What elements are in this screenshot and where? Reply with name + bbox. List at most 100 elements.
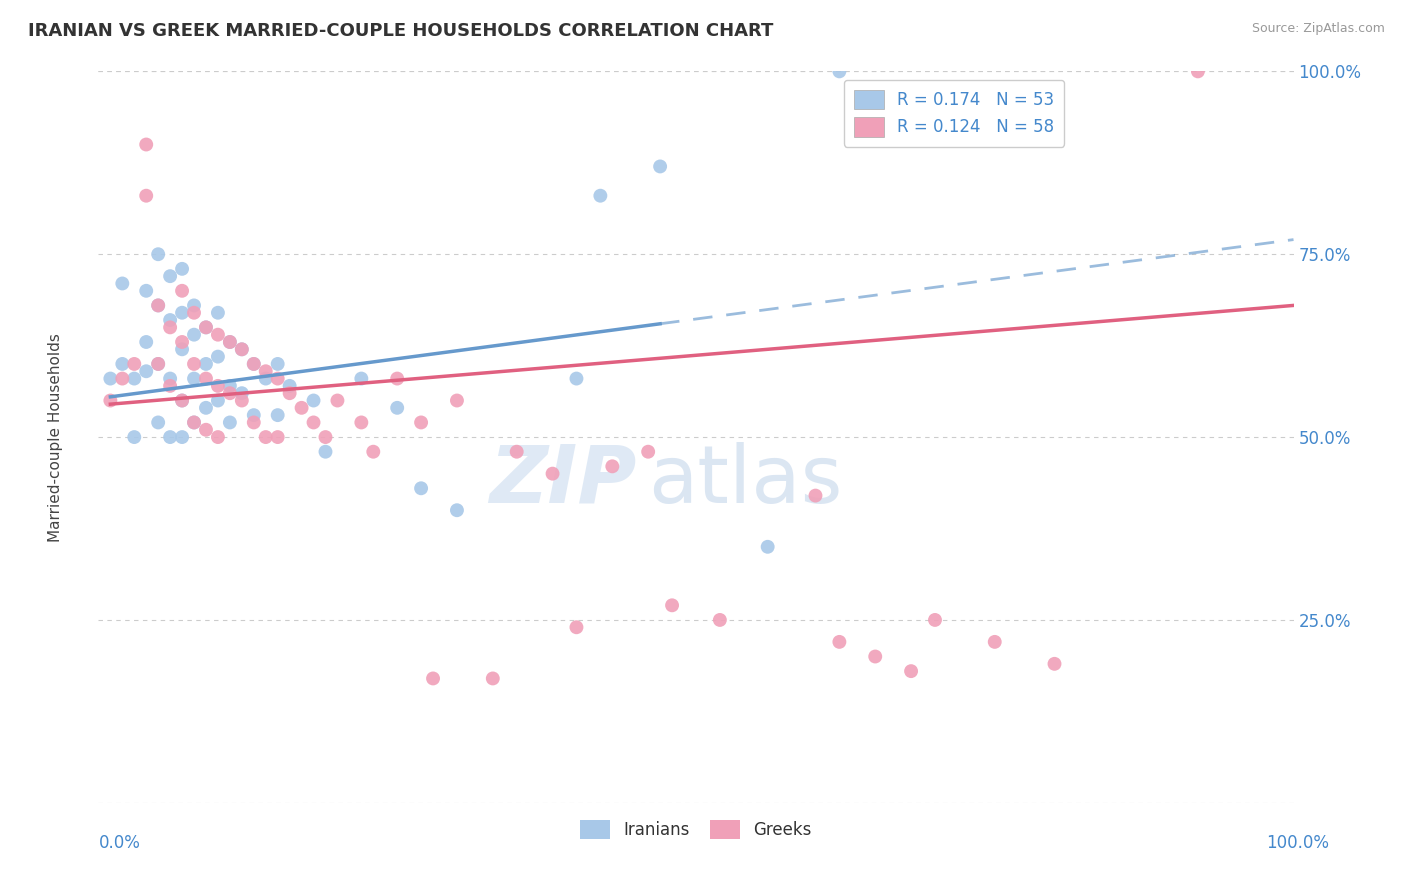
Point [172,430,194,444]
Point [172,284,194,298]
Point [172,261,194,276]
Point [648,160,672,174]
Point [207,306,229,320]
Point [195,320,218,334]
Point [302,416,325,430]
Point [254,430,277,444]
Point [148,357,170,371]
Point [291,401,314,415]
Point [446,503,468,517]
Point [411,481,433,495]
Point [589,188,612,202]
Point [231,343,253,357]
Point [207,327,229,342]
Point [148,416,170,430]
Point [159,269,181,284]
Point [219,416,242,430]
Point [541,467,564,481]
Point [243,416,266,430]
Point [267,430,290,444]
Point [481,672,505,686]
Point [148,298,170,312]
Point [804,489,827,503]
Point [267,371,290,385]
Point [984,635,1007,649]
Point [135,364,157,378]
Point [159,371,181,385]
Point [315,430,337,444]
Point [315,444,337,458]
Point [159,320,181,334]
Point [326,393,349,408]
Point [302,393,325,408]
Point [159,313,181,327]
Point [183,327,205,342]
Point [183,298,205,312]
Point [124,357,146,371]
Legend: Iranians, Greeks: Iranians, Greeks [574,814,818,846]
Point [267,408,290,422]
Point [183,371,205,385]
Point [385,401,409,415]
Point [172,393,194,408]
Point [565,620,588,634]
Point [207,430,229,444]
Point [219,334,242,349]
Point [148,357,170,371]
Point [207,350,229,364]
Point [124,371,146,385]
Point [98,393,122,408]
Text: ZIP: ZIP [489,442,637,520]
Point [709,613,731,627]
Point [422,672,444,686]
Point [159,379,181,393]
Point [1043,657,1066,671]
Point [111,277,134,291]
Point [183,416,205,430]
Point [900,664,922,678]
Point [924,613,946,627]
Point [172,334,194,349]
Point [111,371,134,385]
Point [637,444,659,458]
Point [865,649,887,664]
Point [207,393,229,408]
Point [148,298,170,312]
Point [172,393,194,408]
Point [231,393,253,408]
Point [363,444,385,458]
Point [172,306,194,320]
Point [243,357,266,371]
Point [1187,64,1209,78]
Y-axis label: Married-couple Households: Married-couple Households [48,333,63,541]
Point [111,357,134,371]
Point [350,371,373,385]
Point [207,379,229,393]
Text: IRANIAN VS GREEK MARRIED-COUPLE HOUSEHOLDS CORRELATION CHART: IRANIAN VS GREEK MARRIED-COUPLE HOUSEHOL… [28,22,773,40]
Point [195,371,218,385]
Point [183,416,205,430]
Point [159,430,181,444]
Point [506,444,529,458]
Point [219,386,242,401]
Text: 0.0%: 0.0% [98,834,141,852]
Point [135,284,157,298]
Point [254,371,277,385]
Point [411,416,433,430]
Point [565,371,588,385]
Point [243,357,266,371]
Point [231,386,253,401]
Point [195,401,218,415]
Point [219,334,242,349]
Point [231,343,253,357]
Point [385,371,409,385]
Text: atlas: atlas [648,442,842,520]
Point [219,379,242,393]
Point [254,364,277,378]
Point [135,137,157,152]
Point [195,423,218,437]
Point [661,599,683,613]
Point [124,430,146,444]
Point [828,635,851,649]
Point [828,64,851,78]
